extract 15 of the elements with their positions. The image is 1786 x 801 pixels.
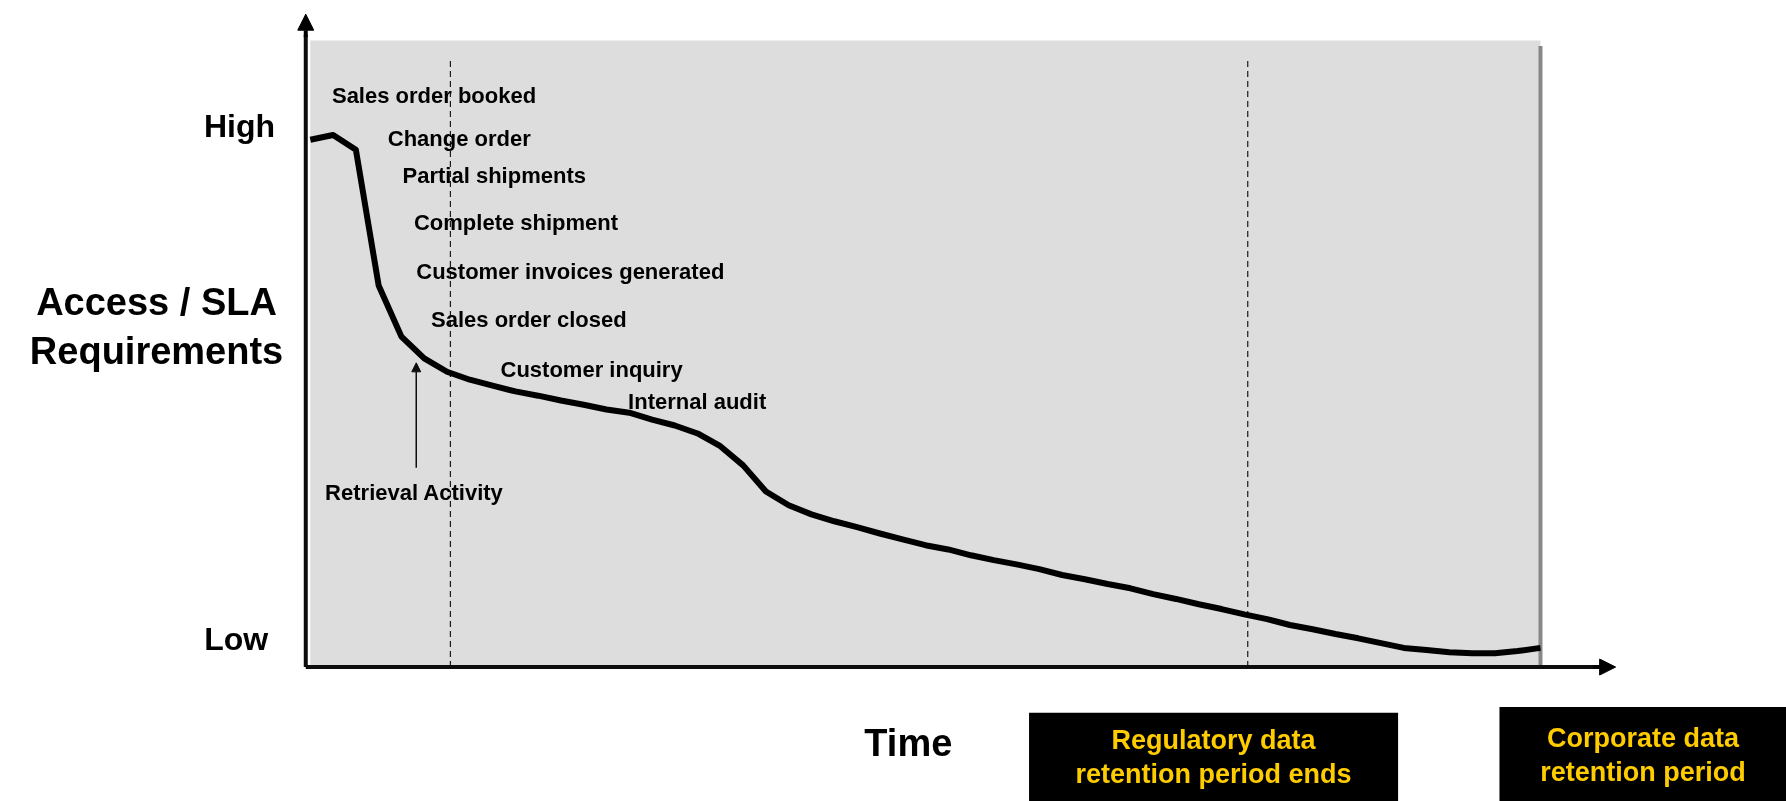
y-axis-title: Access / SLA Requirements bbox=[29, 281, 284, 372]
annotation: Partial shipments bbox=[402, 163, 586, 189]
annotation: Internal audit bbox=[628, 389, 767, 415]
annotation: Retrieval Activity bbox=[325, 480, 504, 506]
annotation: Sales order closed bbox=[431, 307, 627, 333]
annotation: Change order bbox=[387, 125, 532, 151]
x-axis-title: Time bbox=[864, 722, 953, 765]
text: Regulatory data retention period ends bbox=[1075, 724, 1352, 790]
text: Sales order booked bbox=[331, 82, 537, 108]
annotation: Customer invoices generated bbox=[416, 259, 725, 285]
text: Corporate data retention period bbox=[1540, 722, 1746, 788]
text: High bbox=[203, 107, 276, 144]
annotation: Customer inquiry bbox=[500, 357, 684, 383]
annotation: Complete shipment bbox=[413, 210, 619, 236]
text: Low bbox=[204, 620, 269, 657]
